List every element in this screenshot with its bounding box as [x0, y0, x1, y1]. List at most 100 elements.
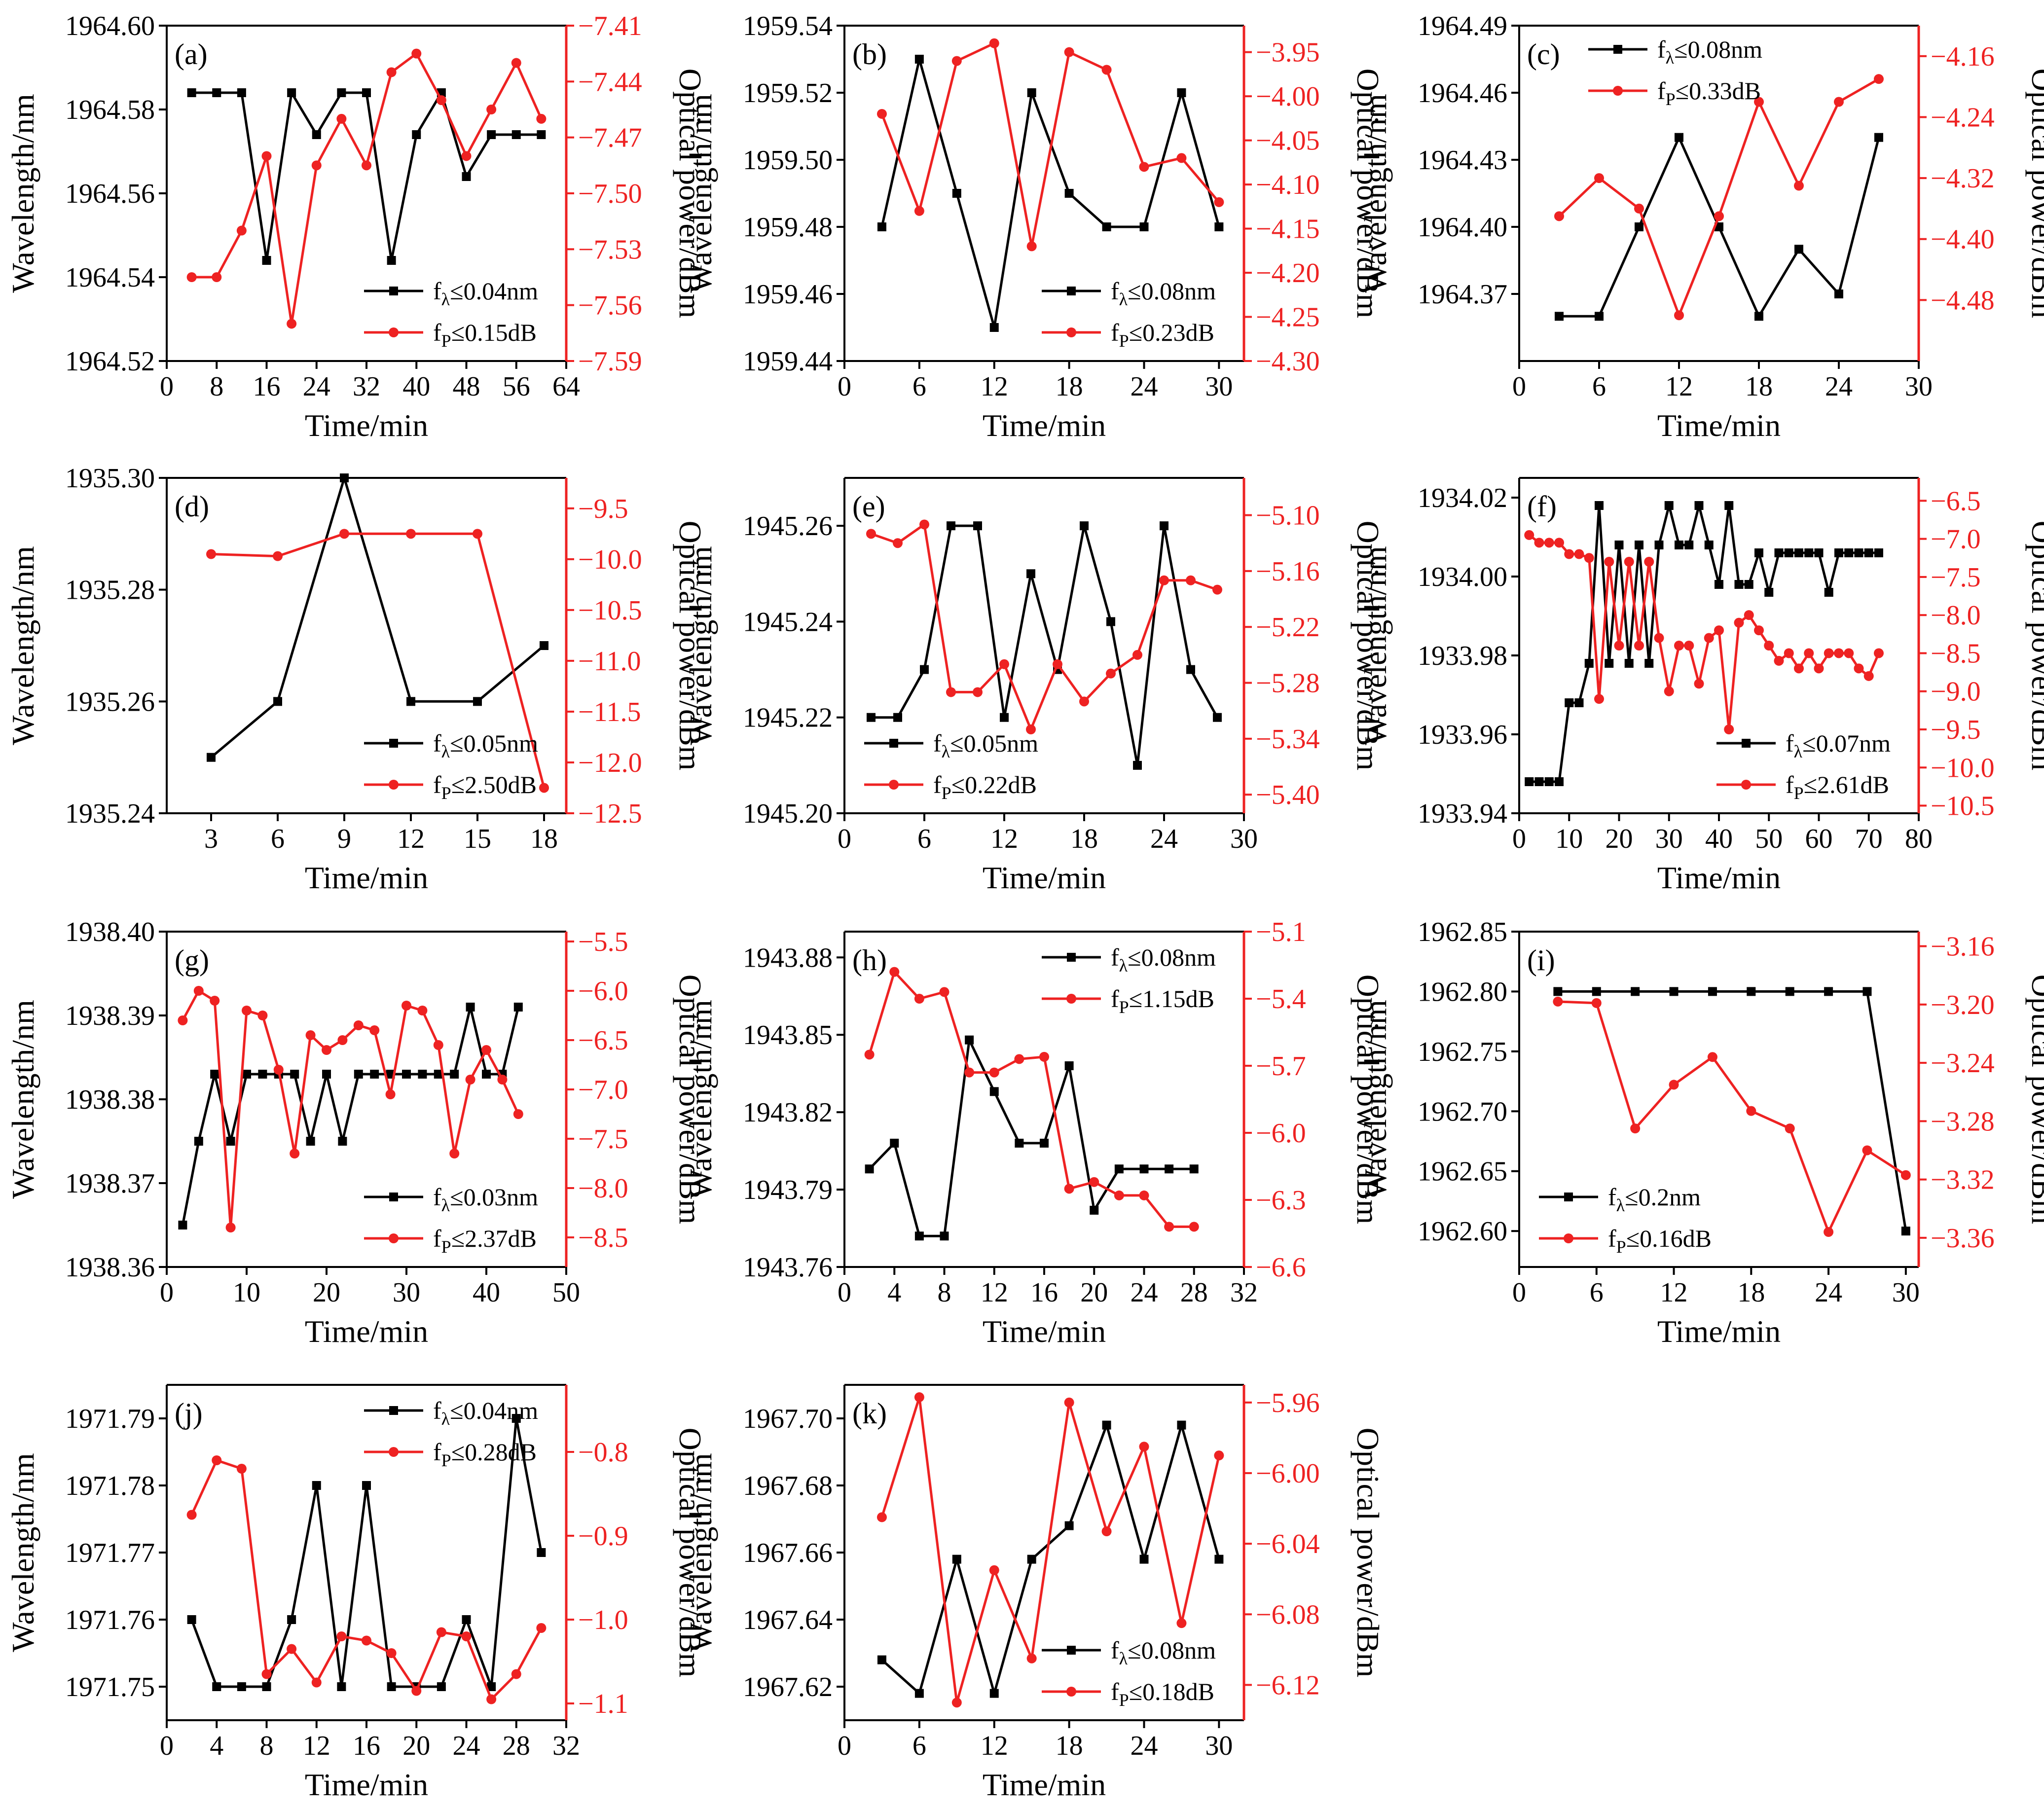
panel-label: (b)	[852, 38, 887, 71]
wavelength-data-point	[237, 1682, 246, 1691]
wavelength-data-point	[989, 1689, 999, 1698]
power-data-point	[1212, 584, 1222, 595]
legend-marker	[1066, 994, 1076, 1004]
power-data-point	[386, 1648, 397, 1658]
power-series-line	[1558, 1000, 1907, 1235]
power-data-point	[1026, 724, 1036, 734]
left-y-tick-label: 1962.75	[1418, 1037, 1507, 1067]
wavelength-data-point	[1824, 987, 1833, 996]
wavelength-data-point	[262, 256, 271, 265]
left-y-tick-label: 1967.64	[743, 1605, 833, 1635]
legend: fλ≤0.08nm fP≤0.33dB	[1588, 36, 1762, 109]
legend-label-power: fP≤0.15dB	[433, 319, 537, 351]
left-y-tick-label: 1935.30	[65, 463, 155, 494]
power-data-point	[1854, 663, 1864, 674]
chart-panel: 0 6 12 18 24 30 1962.60 1962.65 1962.70 1962.75 19…	[1358, 917, 2044, 1349]
x-tick-label: 18	[1745, 371, 1773, 402]
legend-marker	[889, 739, 898, 748]
x-tick-label: 28	[503, 1731, 530, 1761]
left-y-tick-label: 1962.60	[1418, 1216, 1507, 1247]
x-tick-label: 30	[393, 1277, 420, 1308]
legend-label-wavelength: fλ≤0.04nm	[433, 277, 538, 309]
wavelength-data-point	[1654, 541, 1664, 549]
wavelength-data-point	[273, 697, 282, 706]
left-y-tick-label: 1938.38	[65, 1085, 155, 1115]
legend-label-wavelength: fλ≤0.08nm	[1657, 36, 1762, 68]
right-y-tick-label: −6.3	[1256, 1185, 1306, 1216]
wavelength-data-point	[1555, 312, 1564, 321]
legend: fλ≤0.2nm fP≤0.16dB	[1539, 1183, 1712, 1257]
x-tick-label: 12	[303, 1731, 330, 1761]
right-y-tick-label: −6.04	[1256, 1529, 1320, 1559]
wavelength-data-point	[306, 1137, 315, 1146]
right-y-tick-label: −4.20	[1256, 258, 1320, 289]
wavelength-data-point	[1874, 548, 1883, 557]
left-y-axis-label: Wavelength/nm	[683, 94, 718, 293]
right-y-tick-label: −7.44	[578, 67, 642, 97]
power-data-point	[1064, 1184, 1074, 1194]
power-data-point	[1724, 724, 1734, 734]
wavelength-data-point	[537, 1548, 546, 1557]
right-y-tick-label: −5.96	[1256, 1388, 1320, 1418]
power-data-point	[1594, 173, 1604, 183]
wavelength-data-point	[362, 88, 371, 97]
left-y-tick-label: 1934.02	[1418, 483, 1507, 513]
wavelength-data-point	[1565, 698, 1574, 707]
power-data-point	[1064, 1397, 1074, 1408]
right-y-tick-label: −4.48	[1931, 285, 1995, 316]
power-data-point	[1874, 648, 1884, 658]
legend: fλ≤0.03nm fP≤2.37dB	[364, 1183, 538, 1257]
left-y-axis-label: Wavelength/nm	[683, 546, 718, 745]
left-y-tick-label: 1967.70	[743, 1404, 833, 1434]
power-data-point	[1214, 197, 1224, 207]
wavelength-data-point	[450, 1070, 459, 1079]
x-axis-label: Time/min	[983, 860, 1106, 895]
legend-marker	[1564, 1193, 1573, 1201]
wavelength-data-point	[1794, 548, 1803, 557]
power-data-point	[1189, 1222, 1199, 1232]
legend-marker	[389, 1406, 398, 1415]
right-y-tick-label: −9.5	[1931, 715, 1981, 745]
x-tick-label: 18	[1056, 371, 1083, 402]
wavelength-data-point	[258, 1070, 267, 1079]
wavelength-data-point	[1186, 665, 1195, 674]
legend-label-wavelength: fλ≤0.04nm	[433, 1397, 538, 1429]
wavelength-data-point	[1139, 222, 1149, 231]
power-data-point	[1674, 310, 1684, 321]
x-tick-label: 9	[337, 824, 351, 854]
legend-marker	[389, 739, 398, 748]
chart-panel: 0 6 12 18 24 30 1967.62 1967.64 1967.66 1967.68 19…	[683, 1384, 1386, 1802]
power-data-point	[436, 95, 446, 106]
x-axis-label: Time/min	[1657, 860, 1781, 895]
right-y-axis-label: Optical power/dBm	[673, 1428, 708, 1678]
x-tick-label: 12	[990, 824, 1018, 854]
right-y-tick-label: −8.0	[1931, 600, 1981, 631]
power-data-point	[362, 1635, 371, 1646]
left-y-tick-label: 1959.44	[743, 346, 833, 377]
x-tick-label: 0	[838, 824, 851, 854]
wavelength-data-point	[914, 55, 924, 64]
x-tick-label: 16	[253, 371, 281, 402]
right-y-tick-label: −4.00	[1256, 81, 1320, 112]
wavelength-data-point	[1754, 548, 1763, 557]
left-y-tick-label: 1943.88	[743, 942, 833, 973]
wavelength-data-point	[1064, 1521, 1074, 1530]
wavelength-data-point	[1553, 987, 1563, 996]
power-data-point	[1714, 211, 1724, 221]
left-y-tick-label: 1943.85	[743, 1020, 833, 1050]
power-data-point	[385, 1089, 396, 1099]
power-data-point	[481, 1045, 491, 1055]
power-data-point	[919, 519, 929, 530]
power-data-point	[1754, 97, 1764, 107]
legend-label-power: fP≤0.16dB	[1608, 1225, 1712, 1257]
x-tick-label: 12	[981, 1277, 1008, 1308]
wavelength-data-point	[473, 697, 482, 706]
wavelength-data-point	[1534, 777, 1544, 786]
left-y-tick-label: 1964.58	[65, 95, 155, 125]
wavelength-data-point	[1080, 521, 1089, 531]
wavelength-data-point	[1214, 1555, 1224, 1564]
wavelength-data-point	[1754, 312, 1763, 321]
wavelength-data-point	[337, 88, 346, 97]
left-y-tick-label: 1938.39	[65, 1001, 155, 1031]
right-y-tick-label: −3.16	[1931, 932, 1995, 962]
